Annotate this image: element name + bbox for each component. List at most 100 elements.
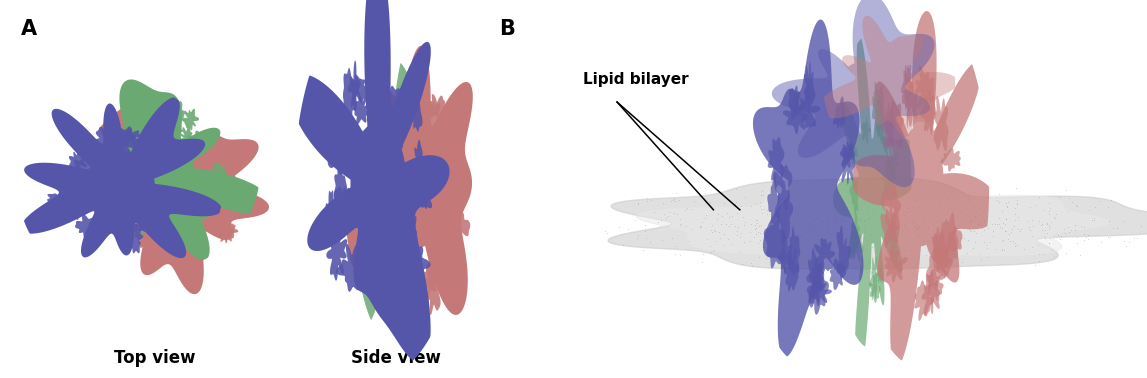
Point: [707, 238, 725, 244]
Point: [772, 204, 790, 211]
Point: [833, 218, 851, 225]
Polygon shape: [401, 252, 420, 314]
Point: [855, 222, 873, 228]
Point: [757, 229, 775, 235]
Point: [629, 201, 647, 207]
Point: [812, 244, 830, 250]
Polygon shape: [112, 177, 139, 208]
Point: [1077, 234, 1095, 240]
Point: [1052, 233, 1070, 239]
Point: [898, 209, 916, 215]
Point: [863, 217, 881, 223]
Point: [1007, 186, 1025, 192]
Polygon shape: [326, 230, 348, 281]
Point: [951, 241, 969, 247]
Point: [804, 217, 822, 223]
Point: [855, 178, 873, 184]
Text: A: A: [21, 19, 37, 39]
Point: [952, 214, 970, 220]
Point: [858, 203, 876, 209]
Point: [752, 206, 771, 212]
Polygon shape: [824, 15, 955, 137]
Polygon shape: [767, 137, 785, 187]
Polygon shape: [359, 248, 387, 302]
Point: [944, 228, 962, 234]
Point: [1033, 251, 1052, 257]
Polygon shape: [198, 175, 226, 193]
Polygon shape: [788, 227, 801, 276]
Point: [668, 211, 686, 217]
Point: [826, 215, 844, 222]
Point: [1036, 227, 1054, 233]
Polygon shape: [882, 109, 890, 155]
Point: [1027, 262, 1045, 268]
Point: [1008, 226, 1027, 232]
Point: [638, 198, 656, 204]
Point: [898, 231, 916, 237]
Polygon shape: [182, 108, 200, 130]
Polygon shape: [809, 280, 832, 306]
Polygon shape: [379, 109, 387, 147]
Point: [919, 225, 937, 231]
Polygon shape: [69, 148, 87, 175]
Polygon shape: [389, 242, 393, 268]
Point: [735, 239, 754, 245]
Polygon shape: [107, 135, 119, 154]
Point: [618, 226, 637, 232]
Point: [1045, 214, 1063, 220]
Text: Side view: Side view: [351, 349, 440, 367]
Point: [978, 245, 997, 251]
Polygon shape: [774, 180, 794, 244]
Polygon shape: [116, 126, 141, 147]
Point: [715, 200, 733, 206]
Point: [865, 209, 883, 215]
Point: [748, 220, 766, 226]
Point: [933, 260, 951, 266]
Polygon shape: [182, 131, 216, 153]
Point: [693, 259, 711, 265]
Polygon shape: [833, 39, 912, 347]
Point: [972, 220, 990, 226]
Point: [910, 234, 928, 240]
Point: [867, 193, 885, 199]
Point: [965, 202, 983, 208]
Point: [910, 225, 928, 231]
Point: [936, 220, 954, 226]
Point: [804, 222, 822, 228]
Point: [665, 251, 684, 257]
Point: [875, 251, 894, 257]
Point: [781, 218, 799, 225]
Point: [732, 230, 750, 236]
Point: [960, 226, 978, 232]
Point: [860, 259, 879, 265]
Polygon shape: [806, 248, 825, 308]
Point: [845, 208, 864, 214]
Point: [758, 207, 777, 213]
Point: [694, 251, 712, 257]
Point: [750, 231, 768, 237]
Point: [899, 201, 918, 207]
Point: [627, 235, 646, 241]
Point: [820, 225, 838, 231]
Polygon shape: [47, 193, 73, 208]
Point: [974, 217, 992, 223]
Point: [1002, 226, 1021, 232]
Point: [895, 254, 913, 260]
Polygon shape: [840, 141, 856, 168]
Point: [916, 192, 935, 198]
Point: [741, 238, 759, 244]
Point: [879, 198, 897, 204]
Point: [1040, 224, 1059, 230]
Point: [1091, 198, 1109, 204]
Point: [1011, 228, 1029, 234]
Point: [766, 208, 785, 214]
Polygon shape: [772, 0, 935, 187]
Point: [939, 234, 958, 240]
Polygon shape: [103, 170, 134, 187]
Point: [873, 242, 891, 248]
Point: [984, 232, 1002, 239]
Point: [1068, 203, 1086, 209]
Point: [900, 240, 919, 246]
Point: [795, 211, 813, 217]
Polygon shape: [888, 212, 899, 259]
